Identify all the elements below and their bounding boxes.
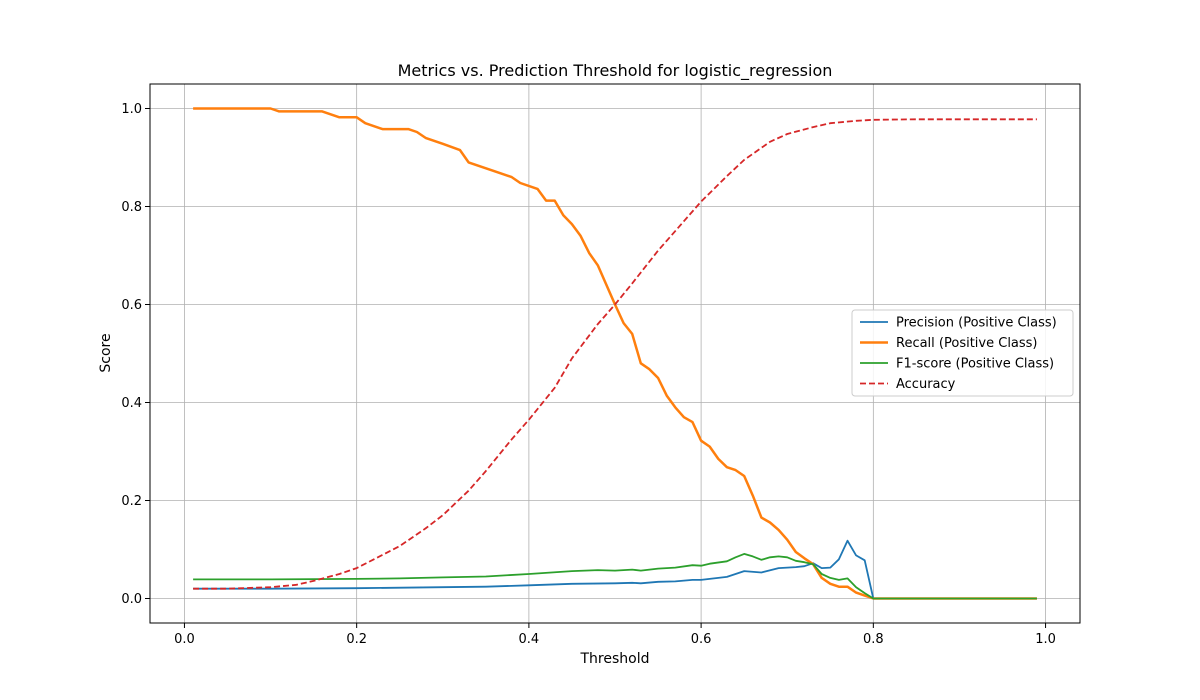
legend-label-f1-score-positive-class: F1-score (Positive Class) [896,357,1054,372]
legend-label-precision-positive-class: Precision (Positive Class) [896,316,1057,331]
x-axis-label: Threshold [580,651,650,667]
plot-frame [149,83,1081,624]
legend-box [851,309,1074,397]
recall-positive-class-line [193,107,1037,600]
x-tick-label: 0.6 [691,632,712,647]
y-tick-label: 0.0 [121,592,142,607]
y-tick-label: 0.4 [121,396,142,411]
chart-title: Metrics vs. Prediction Threshold for log… [398,61,833,81]
plot-lines [193,107,1037,600]
accuracy-line [193,118,1037,590]
precision-positive-class-line [193,539,1037,600]
legend-label-accuracy: Accuracy [896,377,956,392]
y-axis-ticks: 0.0 0.2 0.4 0.6 0.8 1.0 [121,102,150,607]
legend-label-recall-positive-class: Recall (Positive Class) [896,336,1038,351]
y-tick-label: 0.8 [121,200,142,215]
x-tick-label: 0.4 [519,632,540,647]
x-tick-label: 1.0 [1035,632,1056,647]
y-axis-label: Score [98,333,114,372]
y-tick-label: 1.0 [121,102,142,117]
y-tick-label: 0.2 [121,494,142,509]
x-tick-label: 0.0 [174,632,195,647]
f1-score-positive-class-line [193,553,1037,600]
x-tick-label: 0.2 [346,632,367,647]
legend: Precision (Positive Class) Recall (Positi… [851,309,1074,397]
y-tick-label: 0.6 [121,298,142,313]
x-tick-label: 0.8 [863,632,884,647]
x-axis-ticks: 0.0 0.2 0.4 0.6 0.8 1.0 [174,623,1056,647]
